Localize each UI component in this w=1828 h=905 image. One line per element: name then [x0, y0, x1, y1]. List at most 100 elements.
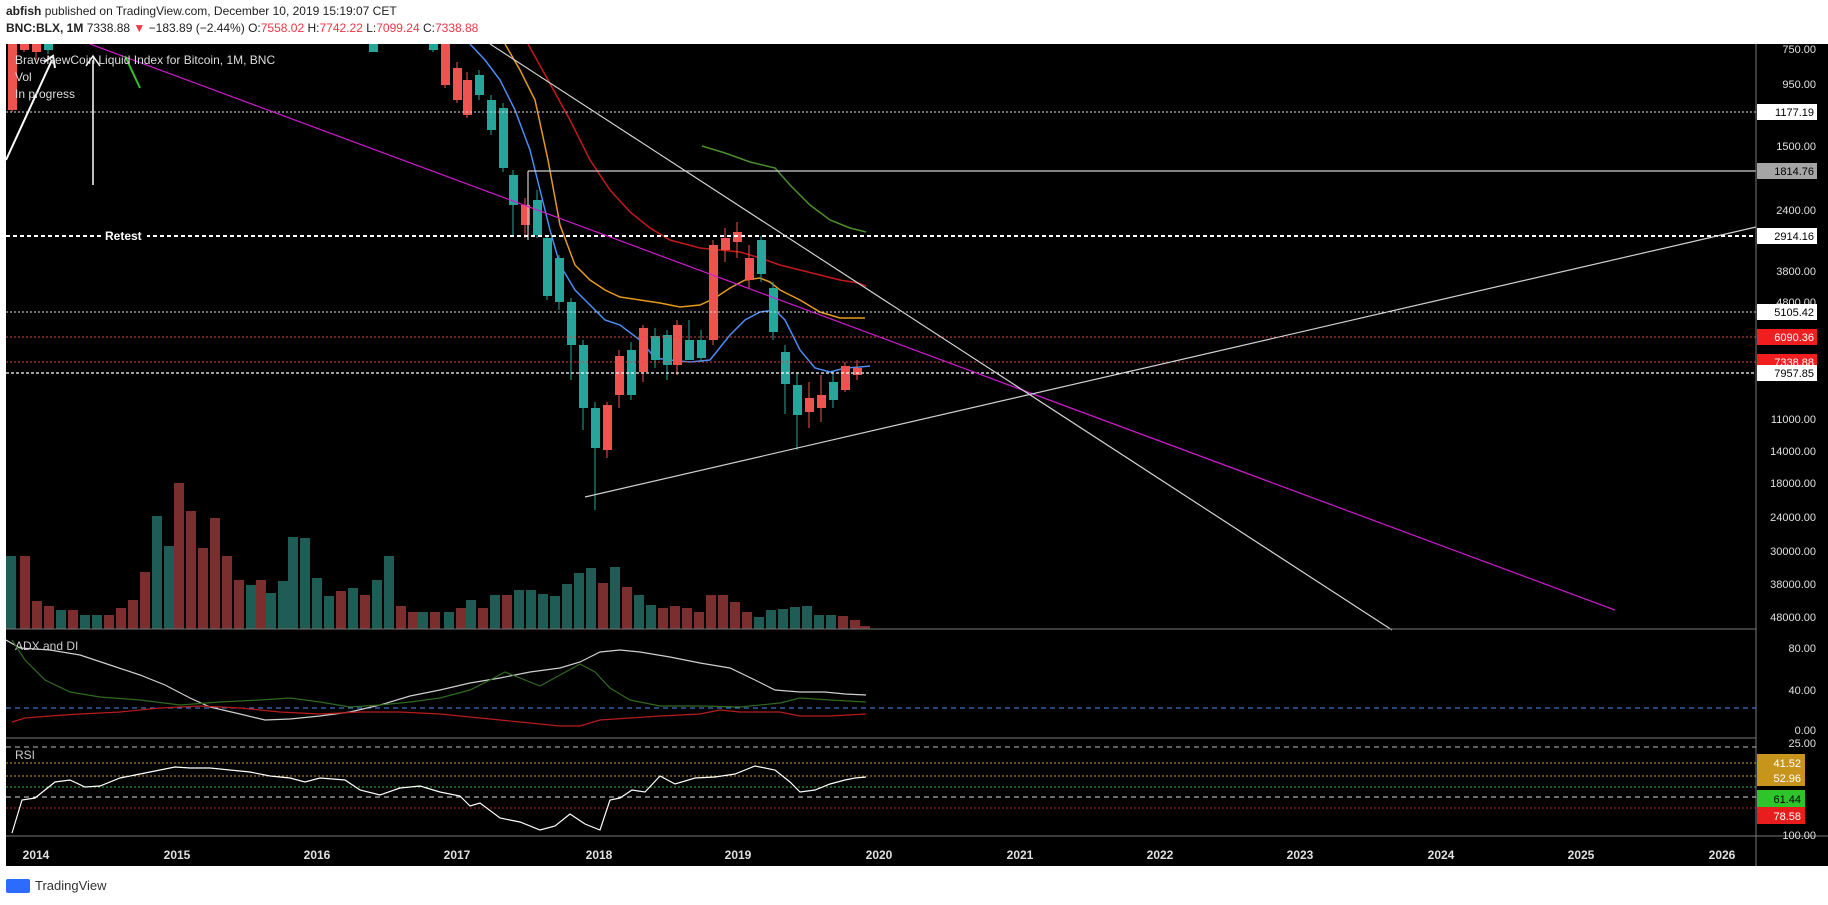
candle-body — [487, 100, 496, 130]
volume-bar — [658, 608, 668, 629]
adx-tick-label: 80.00 — [1788, 643, 1816, 655]
high-label: H: — [307, 21, 320, 35]
author-name[interactable]: abfish — [6, 4, 42, 18]
footer-brand[interactable]: TradingView — [35, 878, 107, 893]
arrow-line-left — [5, 59, 53, 161]
volume-bar — [466, 600, 476, 629]
arrow-head-left-icon — [43, 54, 56, 69]
minus-di-line — [11, 705, 867, 727]
price-label-box — [1757, 365, 1817, 381]
adx-line — [5, 639, 867, 721]
time-tick-label: 2022 — [1147, 848, 1174, 862]
volume-bar — [646, 605, 656, 629]
price-label: 7957.85 — [1774, 368, 1814, 380]
volume-bar — [288, 537, 298, 629]
candle-body — [32, 44, 41, 52]
chart-area[interactable]: Retest BraveNewCoin Liquid Index for Bit… — [5, 43, 1828, 866]
time-tick-label: 2025 — [1568, 848, 1595, 862]
rsi-value-label-box — [1757, 790, 1805, 807]
legend-status: In progress — [15, 87, 75, 101]
volume-bar — [234, 580, 244, 629]
volume-bar — [360, 595, 370, 629]
volume-bar — [300, 538, 310, 629]
volume-bar — [490, 595, 500, 629]
rsi-tick-label: 25.00 — [1788, 738, 1816, 750]
volume-bar — [20, 556, 30, 629]
candle-body — [745, 258, 754, 280]
volume-bar — [682, 608, 692, 629]
retest-label: Retest — [105, 229, 142, 243]
rsi-value-label: 41.52 — [1773, 758, 1801, 770]
candle-body — [579, 345, 588, 408]
ema-green-line — [701, 145, 867, 233]
volume-bar — [502, 595, 512, 629]
volume-bar — [562, 584, 572, 629]
publish-info: abfish published on TradingView.com, Dec… — [6, 4, 397, 18]
time-tick-label: 2018 — [586, 848, 613, 862]
price-tick-label: 11000.00 — [1771, 414, 1816, 426]
volume-bar — [152, 516, 162, 629]
volume-bar — [418, 612, 428, 629]
price-tick-label: 950.00 — [1782, 79, 1816, 91]
candle-body — [543, 238, 552, 296]
rsi-value-label: 61.44 — [1773, 794, 1801, 806]
rising-support-line — [584, 226, 1757, 498]
volume-bar — [80, 615, 90, 629]
price-tick-label: 48000.00 — [1770, 612, 1816, 624]
volume-bar — [6, 556, 16, 629]
volume-bar — [348, 588, 358, 629]
volume-bar — [430, 612, 440, 629]
price-levels — [6, 111, 1756, 374]
rsi-value-label: 78.58 — [1773, 811, 1801, 823]
low-value: 7099.24 — [376, 21, 420, 35]
price-tick-label: 3800.00 — [1776, 266, 1816, 278]
time-tick-label: 2023 — [1287, 848, 1314, 862]
candle-body — [44, 44, 53, 50]
volume-bar — [408, 612, 418, 629]
tradingview-logo-icon[interactable] — [6, 878, 30, 893]
volume-bar — [610, 567, 620, 629]
volume-bar — [730, 602, 740, 629]
price-label-box — [1757, 329, 1817, 345]
arrow-head-up-icon — [85, 54, 101, 67]
candle-body — [841, 366, 850, 390]
volume-bar — [478, 608, 488, 629]
rsi-value-label-box — [1757, 807, 1805, 824]
legend-title: BraveNewCoin Liquid Index for Bitcoin, 1… — [15, 53, 275, 67]
volume-bar — [850, 620, 860, 629]
candle-body — [499, 108, 508, 168]
volume-bar — [514, 590, 524, 629]
volume-bar — [266, 593, 276, 629]
volume-bar — [694, 612, 704, 629]
volume-bar — [574, 573, 584, 629]
volume-bar — [278, 581, 288, 629]
price-tick-label: 18000.00 — [1770, 478, 1816, 490]
time-tick-label: 2024 — [1428, 848, 1455, 862]
volume-bar — [860, 626, 870, 629]
time-tick-label: 2021 — [1007, 848, 1034, 862]
candle-body — [533, 200, 542, 235]
price-tick-label: 14000.00 — [1770, 446, 1816, 458]
volume-bar — [456, 608, 466, 629]
ema-blue-line — [469, 43, 871, 373]
adx-tick-label: 0.00 — [1795, 725, 1816, 737]
price-label: 5105.42 — [1774, 307, 1814, 319]
volume-bar — [586, 568, 596, 629]
chart-canvas[interactable]: Retest BraveNewCoin Liquid Index for Bit… — [5, 43, 1828, 866]
price-change: −183.89 (−2.44%) — [148, 21, 245, 35]
time-tick-label: 2026 — [1709, 848, 1736, 862]
price-label-box — [1757, 304, 1817, 320]
volume-bar — [198, 548, 208, 629]
volume-bar — [92, 615, 102, 629]
low-label: L: — [366, 21, 377, 35]
volume-bar — [312, 578, 322, 629]
volume-bar — [128, 600, 138, 629]
volume-bar — [32, 601, 42, 629]
open-value: 7558.02 — [260, 21, 305, 35]
adx-title: ADX and DI — [15, 639, 78, 653]
close-label: C: — [422, 21, 435, 35]
rsi-value-label-box — [1757, 754, 1805, 771]
candle-body — [781, 352, 790, 384]
magenta-trendline — [89, 43, 1616, 611]
candle-body — [8, 44, 17, 110]
